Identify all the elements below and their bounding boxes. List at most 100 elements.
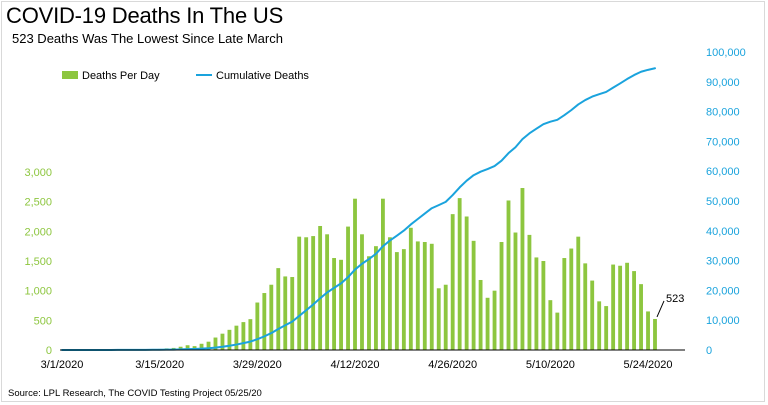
bar-deaths-per-day	[632, 271, 636, 350]
bars-layer	[67, 188, 657, 350]
bar-deaths-per-day	[520, 188, 525, 350]
bar-deaths-per-day	[583, 263, 588, 350]
bar-deaths-per-day	[332, 258, 336, 350]
bar-deaths-per-day	[492, 290, 497, 350]
bar-deaths-per-day	[387, 237, 392, 350]
bar-deaths-per-day	[548, 300, 553, 350]
bar-deaths-per-day	[485, 297, 490, 350]
bar-deaths-per-day	[408, 227, 413, 350]
bar-deaths-per-day	[297, 236, 302, 350]
y-left-tick-label: 500	[34, 315, 52, 327]
bar-deaths-per-day	[360, 234, 364, 350]
bar-deaths-per-day	[590, 280, 595, 350]
legend: Deaths Per Day Cumulative Deaths	[62, 70, 309, 82]
y-left-tick-label: 1,000	[24, 286, 52, 298]
bar-deaths-per-day	[625, 262, 630, 350]
y-right-tick-label: 80,000	[706, 107, 740, 119]
bar-deaths-per-day	[499, 242, 504, 350]
x-tick-label: 3/1/2020	[41, 359, 84, 371]
y-right-tick-label: 20,000	[706, 285, 740, 297]
bar-deaths-per-day	[262, 293, 267, 350]
bar-deaths-per-day	[604, 306, 609, 350]
bar-deaths-per-day	[506, 200, 511, 350]
bar-deaths-per-day	[213, 337, 218, 350]
x-tick-label: 5/24/2020	[624, 359, 673, 371]
bar-deaths-per-day	[618, 265, 623, 350]
y-left-tick-label: 1,500	[24, 256, 52, 268]
bar-deaths-per-day	[450, 214, 455, 350]
y-right-tick-label: 90,000	[706, 77, 740, 89]
bar-deaths-per-day	[646, 311, 650, 350]
source-note: Source: LPL Research, The COVID Testing …	[8, 388, 262, 399]
bar-deaths-per-day	[471, 240, 476, 350]
chart-title: COVID-19 Deaths In The US	[6, 3, 284, 28]
y-left-tick-label: 0	[46, 345, 52, 357]
y-left-tick-label: 2,500	[24, 197, 52, 209]
chart-subtitle: 523 Deaths Was The Lowest Since Late Mar…	[12, 31, 283, 46]
bar-deaths-per-day	[562, 258, 567, 350]
legend-swatch-deaths-per-day	[62, 71, 78, 79]
bar-deaths-per-day	[653, 318, 657, 350]
x-tick-label: 3/15/2020	[135, 359, 184, 371]
bar-deaths-per-day	[311, 236, 316, 350]
bar-deaths-per-day	[241, 322, 246, 350]
bar-deaths-per-day	[541, 261, 546, 350]
bar-deaths-per-day	[569, 248, 574, 350]
y-right-tick-label: 0	[706, 345, 712, 357]
bar-deaths-per-day	[290, 277, 295, 350]
bar-deaths-per-day	[527, 234, 532, 350]
bar-deaths-per-day	[374, 246, 378, 350]
bar-deaths-per-day	[339, 259, 343, 350]
bar-deaths-per-day	[381, 198, 385, 350]
annotation-leader-line	[656, 300, 665, 318]
y-right-tick-label: 70,000	[706, 136, 740, 148]
bar-deaths-per-day	[457, 198, 462, 350]
bar-deaths-per-day	[255, 302, 260, 350]
annotation-label: 523	[666, 293, 684, 305]
bar-deaths-per-day	[220, 333, 225, 350]
bar-deaths-per-day	[227, 329, 232, 350]
bar-deaths-per-day	[415, 241, 420, 350]
bar-deaths-per-day	[478, 279, 483, 350]
y-right-tick-label: 60,000	[706, 166, 740, 178]
bar-deaths-per-day	[464, 216, 469, 350]
x-tick-label: 4/12/2020	[331, 359, 380, 371]
bar-deaths-per-day	[597, 301, 602, 350]
bar-deaths-per-day	[346, 226, 350, 350]
bar-deaths-per-day	[639, 284, 643, 350]
x-tick-label: 5/10/2020	[526, 359, 575, 371]
y-right-tick-label: 30,000	[706, 256, 740, 268]
bar-deaths-per-day	[318, 225, 323, 350]
bar-deaths-per-day	[206, 341, 211, 350]
bar-deaths-per-day	[611, 264, 616, 350]
bar-deaths-per-day	[304, 237, 309, 350]
y-right-tick-label: 100,000	[706, 47, 746, 59]
bar-deaths-per-day	[555, 312, 560, 350]
bar-deaths-per-day	[269, 284, 274, 350]
bar-deaths-per-day	[276, 268, 281, 350]
bar-deaths-per-day	[394, 252, 399, 350]
bar-deaths-per-day	[185, 345, 190, 350]
y-left-tick-label: 2,000	[24, 226, 52, 238]
bar-deaths-per-day	[199, 343, 204, 350]
bar-deaths-per-day	[422, 242, 427, 350]
y-right-tick-label: 40,000	[706, 226, 740, 238]
axes-layer: 3/1/2020 3/15/2020 3/29/2020 4/12/2020 4/26/…	[24, 47, 745, 371]
bar-deaths-per-day	[436, 288, 441, 350]
bar-deaths-per-day	[513, 232, 518, 350]
x-tick-label: 3/29/2020	[233, 359, 282, 371]
bar-deaths-per-day	[443, 284, 448, 350]
bar-deaths-per-day	[178, 346, 183, 350]
bar-deaths-per-day	[576, 236, 581, 350]
bar-deaths-per-day	[234, 325, 239, 350]
bar-deaths-per-day	[429, 243, 434, 350]
bar-deaths-per-day	[401, 249, 406, 350]
bar-deaths-per-day	[283, 276, 288, 350]
legend-label-deaths-per-day: Deaths Per Day	[82, 70, 160, 82]
bar-deaths-per-day	[248, 319, 253, 350]
legend-label-cumulative-deaths: Cumulative Deaths	[216, 70, 309, 82]
bar-deaths-per-day	[353, 198, 357, 350]
y-right-tick-label: 50,000	[706, 196, 740, 208]
bar-deaths-per-day	[367, 256, 371, 350]
